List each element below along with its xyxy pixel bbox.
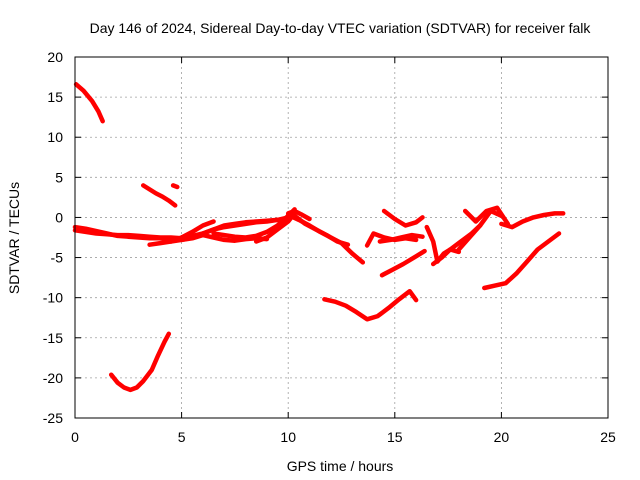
series-arc-23 [456,208,504,252]
y-tick-labels: 20 15 10 5 0 -5 -10 -15 -20 -25 [43,49,63,426]
y-tick-label: 10 [47,129,63,145]
x-axis-label: GPS time / hours [287,458,394,474]
chart-title: Day 146 of 2024, Sidereal Day-to-day VTE… [90,20,592,36]
series-arc-03 [72,224,174,242]
series-arc-12 [253,211,297,244]
y-tick-label: 15 [47,89,63,105]
axis-ticks [74,56,609,419]
series-arc-24 [462,205,511,227]
series-arc-25 [499,211,566,230]
x-tick-label: 10 [280,429,296,445]
y-tick-label: -10 [43,290,63,306]
series-arc-14 [292,213,351,247]
y-tick-label: 20 [47,49,63,65]
series-arc-15 [285,208,312,222]
y-tick-label: -20 [43,370,63,386]
series-arc-19 [379,248,427,278]
series-arc-01 [73,82,105,124]
series-arc-05 [140,183,178,208]
y-tick-label: -15 [43,330,63,346]
x-tick-label: 20 [494,429,510,445]
y-axis-label: SDTVAR / TECUs [6,182,22,294]
y-tick-label: 0 [55,209,63,225]
y-tick-label: -25 [43,410,63,426]
series-arc-18 [377,232,425,244]
y-tick-label: -5 [51,250,64,266]
x-tick-label: 0 [71,429,79,445]
series-arc-06 [170,183,180,190]
x-tick-label: 5 [178,429,186,445]
x-tick-label: 25 [600,429,616,445]
series-arc-04 [108,331,172,393]
grid [75,57,608,418]
series-arc-26 [482,231,562,291]
data-series [72,82,566,393]
series-arc-16 [322,288,419,322]
series-arc-20 [381,208,425,228]
x-tick-label: 15 [387,429,403,445]
x-tick-labels: 0 5 10 15 20 25 [71,429,616,445]
series-arc-11 [211,207,297,240]
y-tick-label: 5 [55,169,63,185]
plot-frame [74,56,609,419]
